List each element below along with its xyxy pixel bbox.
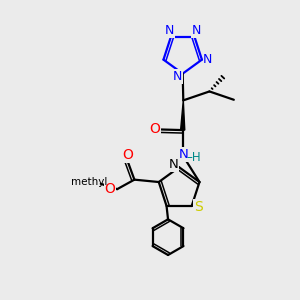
Text: O: O xyxy=(105,182,116,197)
Text: O: O xyxy=(149,122,160,136)
Text: N: N xyxy=(179,148,188,161)
Text: N: N xyxy=(168,158,178,171)
Text: N: N xyxy=(191,24,201,37)
Text: N: N xyxy=(165,24,174,37)
Polygon shape xyxy=(181,100,185,130)
Text: methyl: methyl xyxy=(71,177,108,187)
Text: –H: –H xyxy=(187,151,201,164)
Text: S: S xyxy=(194,200,203,214)
Text: N: N xyxy=(203,52,212,66)
Text: N: N xyxy=(173,70,182,83)
Text: O: O xyxy=(122,148,133,162)
